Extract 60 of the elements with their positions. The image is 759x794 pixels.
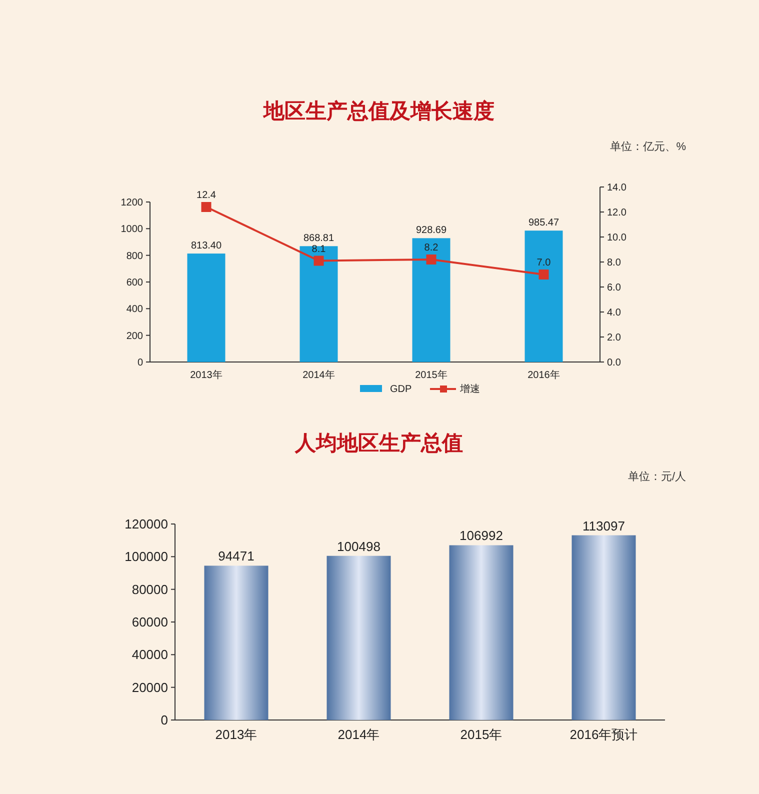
bar xyxy=(187,254,226,362)
bar xyxy=(412,238,450,362)
y-tick-label: 20000 xyxy=(132,680,168,695)
x-tick-label: 2016年预计 xyxy=(570,727,638,742)
data-label: 12.4 xyxy=(196,190,216,201)
y-tick-label: 40000 xyxy=(132,647,168,662)
data-label: 985.47 xyxy=(528,218,560,229)
chart-subtitle: 单位：元/人 xyxy=(628,470,686,483)
data-label: 94471 xyxy=(218,548,254,564)
y2-tick-label: 6.0 xyxy=(607,282,622,294)
bar xyxy=(326,556,391,720)
y2-tick-label: 10.0 xyxy=(607,232,627,244)
data-label: 8.2 xyxy=(424,242,439,254)
data-label: 8.1 xyxy=(312,244,326,255)
y-tick-label: 80000 xyxy=(132,582,168,597)
text: 单位：亿元、% xyxy=(610,140,686,153)
y-tick-label: 60000 xyxy=(132,614,168,630)
y-tick-label: 120000 xyxy=(124,516,168,532)
data-label: 113097 xyxy=(582,518,625,534)
y-tick-label: 600 xyxy=(126,278,144,288)
y2-tick-label: 8.0 xyxy=(607,258,622,268)
point xyxy=(426,254,436,264)
point xyxy=(314,256,324,266)
y-tick-label: 800 xyxy=(126,250,144,262)
y-tick-label: 1000 xyxy=(120,224,144,236)
bar xyxy=(449,545,514,720)
bar xyxy=(572,535,636,720)
y2-tick-label: 14.0 xyxy=(607,182,627,194)
chart-title: 地区生产总值及增长速度 xyxy=(262,99,494,123)
point xyxy=(201,202,212,212)
y-tick-label: 0 xyxy=(160,712,168,728)
x-tick-label: 2013年 xyxy=(215,727,258,742)
chart-title: 人均地区生产总值 xyxy=(294,431,463,455)
y2-tick-label: 4.0 xyxy=(607,308,622,318)
y-tick-label: 400 xyxy=(126,304,144,316)
y2-tick-label: 12.0 xyxy=(607,208,627,218)
data-label: 100498 xyxy=(337,538,380,554)
y-tick-label: 0 xyxy=(137,358,144,368)
point xyxy=(538,270,549,280)
y2-tick-label: 2.0 xyxy=(607,332,622,344)
legend-label: 增速 xyxy=(459,383,480,395)
x-tick-label: 2014年 xyxy=(302,369,335,381)
x-tick-label: 2015年 xyxy=(415,369,448,381)
data-label: 813.40 xyxy=(190,240,222,252)
data-label: 106992 xyxy=(460,528,503,544)
y-tick-label: 100000 xyxy=(124,549,168,564)
data-label: 868.81 xyxy=(303,233,334,244)
bar xyxy=(524,230,563,362)
x-tick-label: 2015年 xyxy=(460,727,502,742)
y-tick-label: 1200 xyxy=(120,198,144,208)
x-tick-label: 2016年 xyxy=(528,369,560,381)
x-tick-label: 2014年 xyxy=(338,727,380,742)
y2-tick-label: 0.0 xyxy=(607,358,622,368)
x-tick-label: 2013年 xyxy=(190,369,222,381)
bar xyxy=(300,246,338,362)
data-label: 7.0 xyxy=(536,258,552,268)
y-tick-label: 200 xyxy=(126,330,144,342)
legend-label: GDP xyxy=(390,384,412,395)
data-label: 928.69 xyxy=(416,225,447,236)
bar xyxy=(204,566,268,720)
